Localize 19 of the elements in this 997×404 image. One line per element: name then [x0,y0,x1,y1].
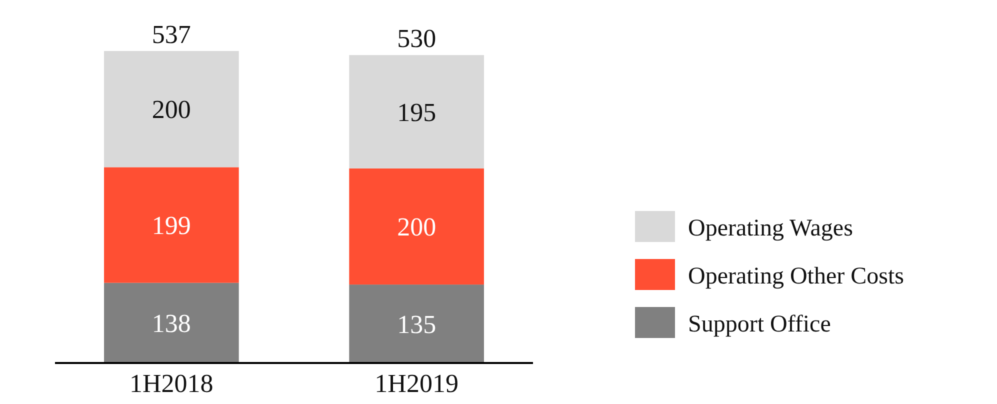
data-label: 200 [152,95,191,124]
bar [349,55,484,168]
data-label: 195 [397,98,436,127]
bar [349,168,484,285]
x-tick-label: 1H2019 [374,369,458,398]
legend-label: Operating Other Costs [688,263,904,290]
data-label: 199 [152,211,191,240]
bar [104,51,239,168]
data-label: 135 [397,310,436,339]
legend-label: Support Office [688,311,831,338]
data-label: 138 [152,309,191,338]
total-label: 537 [152,20,191,49]
bar [349,284,484,363]
bar [104,282,239,363]
bar [104,167,239,283]
x-tick-label: 1H2018 [130,369,214,398]
data-label: 200 [397,212,436,242]
total-label: 530 [397,24,436,54]
legend-label: Operating Wages [688,215,853,242]
